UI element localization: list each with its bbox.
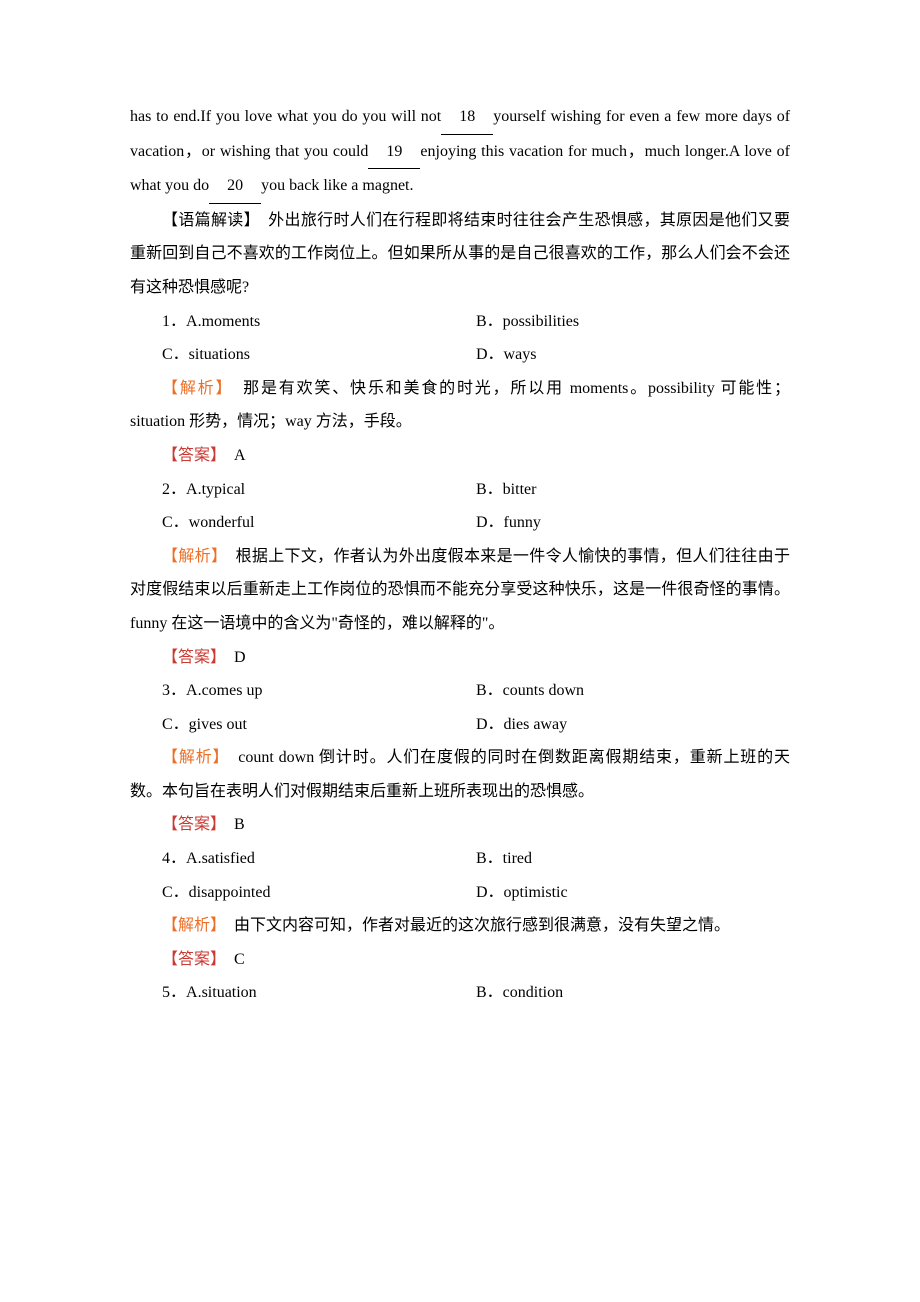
q4-answer: 【答案】 C [130, 943, 790, 977]
q1-answer-text: A [218, 447, 246, 464]
answer-label: 【答案】 [162, 816, 218, 833]
q4-optB: B．tired [476, 842, 790, 876]
q5-row1: 5．A.situation B．condition [130, 976, 790, 1010]
q1-analysis-text: 那是有欢笑、快乐和美食的时光，所以用 moments。possibility 可… [130, 380, 790, 431]
answer-label: 【答案】 [162, 649, 218, 666]
blank-18: 18 [441, 100, 493, 135]
q1-analysis: 【解析】 那是有欢笑、快乐和美食的时光，所以用 moments。possibil… [130, 372, 790, 439]
q1-row2: C．situations D．ways [130, 338, 790, 372]
q4-analysis-text: 由下文内容可知，作者对最近的这次旅行感到很满意，没有失望之情。 [218, 917, 730, 934]
passage-text: has to end.If you love what you do you w… [130, 100, 790, 204]
q1-optC: C．situations [130, 338, 476, 372]
q1-optA: 1．A.moments [130, 305, 476, 339]
q2-optB: B．bitter [476, 473, 790, 507]
q4-answer-text: C [218, 951, 245, 968]
q3-row1: 3．A.comes up B．counts down [130, 674, 790, 708]
q1-answer: 【答案】 A [130, 439, 790, 473]
q3-optC: C．gives out [130, 708, 476, 742]
q2-optC: C．wonderful [130, 506, 476, 540]
answer-label: 【答案】 [162, 951, 218, 968]
q2-answer-text: D [218, 649, 246, 666]
blank-20: 20 [209, 169, 261, 204]
passage-line1-part2: yourself wishing for even a [493, 108, 671, 125]
q2-answer: 【答案】 D [130, 641, 790, 675]
analysis-label: 【解析】 [162, 380, 225, 397]
q3-answer-text: B [218, 816, 245, 833]
q2-analysis: 【解析】 根据上下文，作者认为外出度假本来是一件令人愉快的事情，但人们往往由于对… [130, 540, 790, 641]
q1-optB: B．possibilities [476, 305, 790, 339]
q3-answer: 【答案】 B [130, 808, 790, 842]
q4-row2: C．disappointed D．optimistic [130, 876, 790, 910]
answer-label: 【答案】 [162, 447, 218, 464]
passage-line1-part1: has to end.If you love what you do you w… [130, 108, 441, 125]
q3-optB: B．counts down [476, 674, 790, 708]
q1-row1: 1．A.moments B．possibilities [130, 305, 790, 339]
q4-optD: D．optimistic [476, 876, 790, 910]
q4-analysis: 【解析】 由下文内容可知，作者对最近的这次旅行感到很满意，没有失望之情。 [130, 909, 790, 943]
q2-optA: 2．A.typical [130, 473, 476, 507]
q4-optC: C．disappointed [130, 876, 476, 910]
q2-row2: C．wonderful D．funny [130, 506, 790, 540]
q2-row1: 2．A.typical B．bitter [130, 473, 790, 507]
q3-optD: D．dies away [476, 708, 790, 742]
q2-optD: D．funny [476, 506, 790, 540]
q1-optD: D．ways [476, 338, 790, 372]
passage-line3-part2: you back like a magnet. [261, 177, 413, 194]
analysis-label: 【解析】 [162, 917, 218, 934]
q3-row2: C．gives out D．dies away [130, 708, 790, 742]
q4-optA: 4．A.satisfied [130, 842, 476, 876]
blank-19: 19 [368, 135, 420, 170]
q3-analysis-text: count down 倒计时。人们在度假的同时在倒数距离假期结束，重新上班的天数… [130, 749, 790, 800]
q2-analysis-text: 根据上下文，作者认为外出度假本来是一件令人愉快的事情，但人们往往由于对度假结束以… [130, 548, 790, 632]
q4-row1: 4．A.satisfied B．tired [130, 842, 790, 876]
reading-guide-label: 【语篇解读】 [162, 212, 252, 229]
q3-analysis: 【解析】 count down 倒计时。人们在度假的同时在倒数距离假期结束，重新… [130, 741, 790, 808]
passage-line2-part2: enjoying this vacation for [420, 143, 586, 160]
analysis-label: 【解析】 [162, 548, 219, 565]
reading-guide: 【语篇解读】 外出旅行时人们在行程即将结束时往往会产生恐惧感，其原因是他们又要重… [130, 204, 790, 305]
q5-optB: B．condition [476, 976, 790, 1010]
q5-optA: 5．A.situation [130, 976, 476, 1010]
q3-optA: 3．A.comes up [130, 674, 476, 708]
analysis-label: 【解析】 [162, 749, 221, 766]
